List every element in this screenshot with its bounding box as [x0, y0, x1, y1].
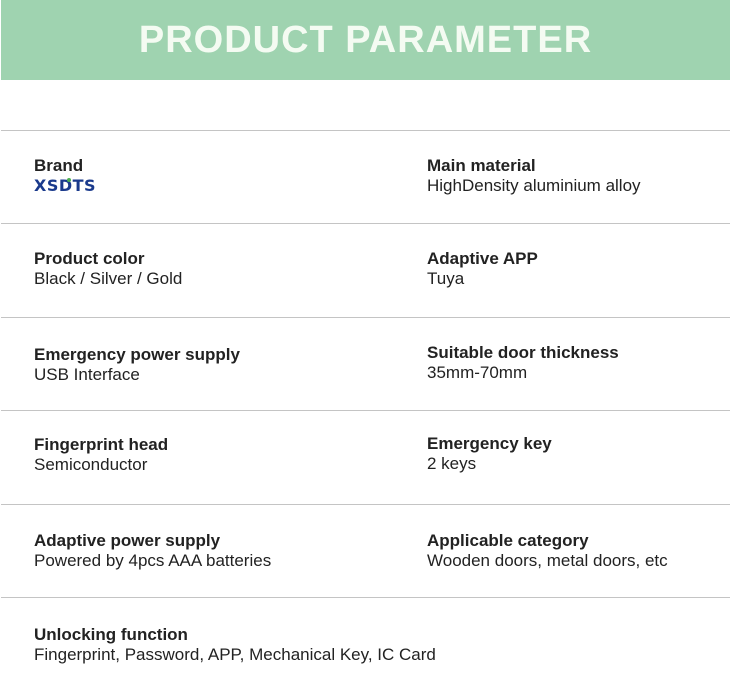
divider: [1, 504, 730, 505]
param-value: HighDensity aluminium alloy: [427, 176, 641, 195]
divider: [1, 223, 730, 224]
divider: [1, 130, 730, 131]
param-label: Product color: [34, 249, 145, 268]
param-door-thickness: Suitable door thickness 35mm-70mm: [427, 343, 734, 383]
param-value: 35mm-70mm: [427, 363, 528, 382]
header-banner: PRODUCT PARAMETER: [1, 0, 730, 80]
divider: [1, 317, 730, 318]
param-emergency-key: Emergency key 2 keys: [427, 434, 734, 474]
param-label: Fingerprint head: [34, 435, 169, 454]
param-emergency-power: Emergency power supply USB Interface: [34, 345, 394, 385]
param-value: Powered by 4pcs AAA batteries: [34, 551, 272, 570]
divider: [1, 597, 730, 598]
param-label: Brand: [34, 156, 84, 175]
param-label: Suitable door thickness: [427, 343, 619, 362]
param-product-color: Product color Black / Silver / Gold: [34, 249, 394, 289]
param-value: Black / Silver / Gold: [34, 269, 183, 288]
param-label: Applicable category: [427, 531, 589, 550]
param-fingerprint-head: Fingerprint head Semiconductor: [34, 435, 394, 475]
divider: [1, 410, 730, 411]
param-label: Emergency key: [427, 434, 552, 453]
param-brand: Brand XSDTS: [34, 156, 394, 196]
param-main-material: Main material HighDensity aluminium allo…: [427, 156, 734, 196]
param-adaptive-app: Adaptive APP Tuya: [427, 249, 734, 289]
param-label: Adaptive APP: [427, 249, 538, 268]
param-label: Main material: [427, 156, 536, 175]
param-label: Adaptive power supply: [34, 531, 221, 550]
param-value: Tuya: [427, 269, 465, 288]
param-label: Emergency power supply: [34, 345, 240, 364]
param-adaptive-power: Adaptive power supply Powered by 4pcs AA…: [34, 531, 394, 571]
param-label: Unlocking function: [34, 625, 188, 644]
param-value: Wooden doors, metal doors, etc: [427, 551, 668, 570]
param-value: USB Interface: [34, 365, 140, 384]
param-applicable-category: Applicable category Wooden doors, metal …: [427, 531, 734, 571]
param-value: Semiconductor: [34, 455, 148, 474]
param-unlocking-function: Unlocking function Fingerprint, Password…: [34, 625, 634, 665]
param-value: Fingerprint, Password, APP, Mechanical K…: [34, 645, 436, 664]
param-value: 2 keys: [427, 454, 477, 473]
brand-logo: XSDTS: [34, 176, 97, 195]
page-title: PRODUCT PARAMETER: [138, 18, 593, 61]
